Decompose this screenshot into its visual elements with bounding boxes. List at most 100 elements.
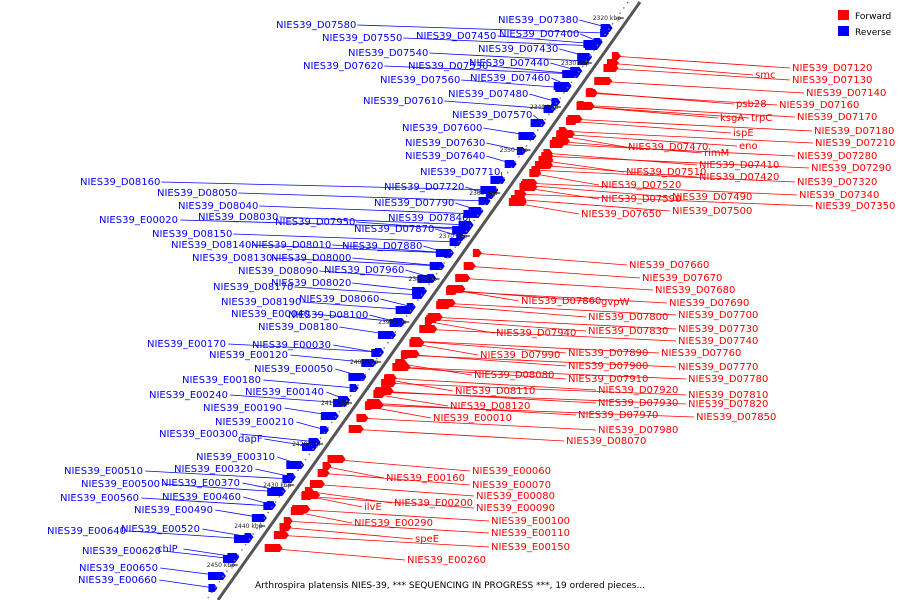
forward-gene-connector	[446, 289, 600, 303]
forward-gene-label: NIES39_D07290	[811, 163, 891, 174]
reverse-gene-gene-arrow	[361, 359, 377, 367]
forward-gene-label: NIES39_D07160	[779, 100, 859, 111]
reverse-gene-gene-arrow	[389, 319, 405, 327]
reverse-gene-label: NIES39_D08030	[198, 212, 278, 223]
reverse-gene-gene-arrow	[282, 475, 295, 483]
forward-gene-label: NIES39_E00260	[407, 555, 486, 566]
reverse-gene-connector	[429, 52, 587, 62]
forward-gene-label: NIES39_D07410	[699, 160, 779, 171]
forward-gene-gene-arrow	[463, 262, 476, 270]
reverse-gene-label: NIES39_D08100	[288, 310, 368, 321]
forward-gene-label: NIES39_E00100	[491, 516, 570, 527]
reverse-gene-label: NIES39_E00320	[174, 464, 253, 475]
forward-gene-label: NIES39_D07760	[661, 348, 741, 359]
forward-gene-label: NIES39_D08110	[455, 386, 535, 397]
reverse-gene-gene-arrow	[577, 53, 593, 61]
forward-gene-connector	[611, 55, 791, 69]
tick-label: 2320 kbp	[593, 15, 621, 22]
reverse-gene-label: NIES39_D08020	[271, 278, 351, 289]
forward-gene-label: NIES39_D07770	[678, 362, 758, 373]
reverse-gene-label: NIES39_D08160	[80, 177, 160, 188]
reverse-gene-connector	[302, 301, 411, 311]
reverse-gene-connector	[273, 257, 442, 267]
axis-dotted-line	[207, 1, 629, 599]
reverse-gene-label: NIES39_D07540	[348, 48, 428, 59]
reverse-gene-connector	[319, 270, 433, 280]
forward-gene-gene-arrow	[611, 52, 621, 60]
forward-gene-label: NIES39_E00080	[476, 491, 555, 502]
reverse-gene-label: NIES39_D07620	[303, 61, 383, 72]
legend-label-reverse: Reverse	[855, 28, 892, 38]
forward-gene-connector	[585, 92, 778, 106]
forward-gene-connector	[392, 366, 567, 380]
reverse-gene-gene-arrow	[530, 119, 546, 127]
forward-gene-label: NIES39_D07690	[669, 298, 749, 309]
forward-gene-connector	[520, 184, 671, 198]
forward-gene-gene-arrow	[455, 274, 471, 282]
forward-gene-label: speE	[415, 534, 439, 545]
reverse-gene-connector	[240, 433, 318, 443]
reverse-gene-connector	[356, 221, 468, 231]
reverse-gene-connector	[357, 24, 607, 34]
forward-gene-label: NIES39_D07180	[814, 126, 894, 137]
tick-label: 2360 kbp	[469, 190, 497, 197]
forward-gene-label: psb28	[736, 99, 767, 110]
forward-gene-connector	[567, 118, 813, 132]
reverse-gene-label: NIES39_D07440	[469, 58, 549, 69]
tick-label: 2340 kbp	[530, 104, 558, 111]
forward-gene-label: NIES39_D07280	[797, 151, 877, 162]
forward-gene-connector	[577, 104, 796, 118]
forward-gene-gene-arrow	[327, 455, 346, 463]
reverse-gene-label: NIES39_D07790	[374, 198, 454, 209]
reverse-gene-gene-arrow	[504, 160, 517, 168]
forward-gene-connector	[534, 164, 698, 178]
reverse-gene-label: NIES39_E00310	[196, 452, 275, 463]
forward-gene-gene-arrow	[437, 299, 456, 307]
forward-gene-connector	[410, 340, 660, 354]
forward-gene-label: NIES39_E00070	[472, 480, 551, 491]
forward-gene-label: NIES39_D07490	[672, 192, 752, 203]
forward-gene-connector	[510, 198, 671, 212]
tick-label: 2450 kbp	[207, 562, 235, 569]
forward-gene-label: NIES39_D07420	[699, 172, 779, 183]
forward-gene-connector	[283, 520, 490, 534]
forward-gene-connector	[541, 155, 810, 169]
reverse-gene-label: NIES39_E00370	[161, 478, 240, 489]
forward-gene-label: NIES39_D07130	[792, 75, 872, 86]
forward-gene-gene-arrow	[273, 531, 289, 539]
forward-gene-label: NIES39_D07830	[588, 326, 668, 337]
legend-swatch-forward	[838, 10, 849, 20]
reverse-gene-gene-arrow	[543, 105, 556, 113]
forward-gene-gene-arrow	[322, 462, 332, 470]
reverse-gene-label: NIES39_E00560	[60, 493, 139, 504]
reverse-gene-connector	[238, 192, 488, 202]
forward-gene-label: smc	[755, 70, 775, 81]
reverse-gene-label: NIES39_D07560	[380, 75, 460, 86]
forward-gene-label: NIES39_E00090	[476, 503, 555, 514]
reverse-gene-label: NIES39_E00040	[231, 309, 310, 320]
forward-gene-label: trpC	[751, 113, 772, 124]
reverse-gene-connector	[279, 216, 471, 226]
forward-gene-label: NIES39_D07470	[628, 142, 708, 153]
forward-gene-label: NIES39_D07650	[581, 209, 661, 220]
forward-gene-label: NIES39_D07820	[688, 399, 768, 410]
forward-gene-connector	[427, 316, 677, 330]
forward-gene-label: NIES39_D07350	[815, 201, 895, 212]
tick-label: 2390 kbp	[378, 319, 406, 326]
reverse-gene-label: NIES39_D08050	[157, 188, 237, 199]
forward-gene-connector	[327, 458, 471, 472]
forward-gene-label: NIES39_D07990	[480, 350, 560, 361]
forward-gene-connector	[558, 130, 814, 144]
tick-label: 2350 kbp	[500, 147, 528, 154]
reverse-gene-gene-arrow	[267, 488, 286, 496]
forward-gene-label: eno	[739, 141, 758, 152]
forward-gene-label: NIES39_D07120	[792, 63, 872, 74]
reverse-gene-connector	[312, 313, 403, 323]
reverse-gene-connector	[233, 233, 459, 243]
forward-gene-connector	[264, 547, 406, 561]
reverse-gene-label: NIES39_D07840	[388, 213, 468, 224]
forward-gene-connector	[392, 366, 687, 380]
forward-gene-label: NIES39_D07860	[521, 296, 601, 307]
reverse-gene-gene-arrow	[600, 24, 613, 32]
